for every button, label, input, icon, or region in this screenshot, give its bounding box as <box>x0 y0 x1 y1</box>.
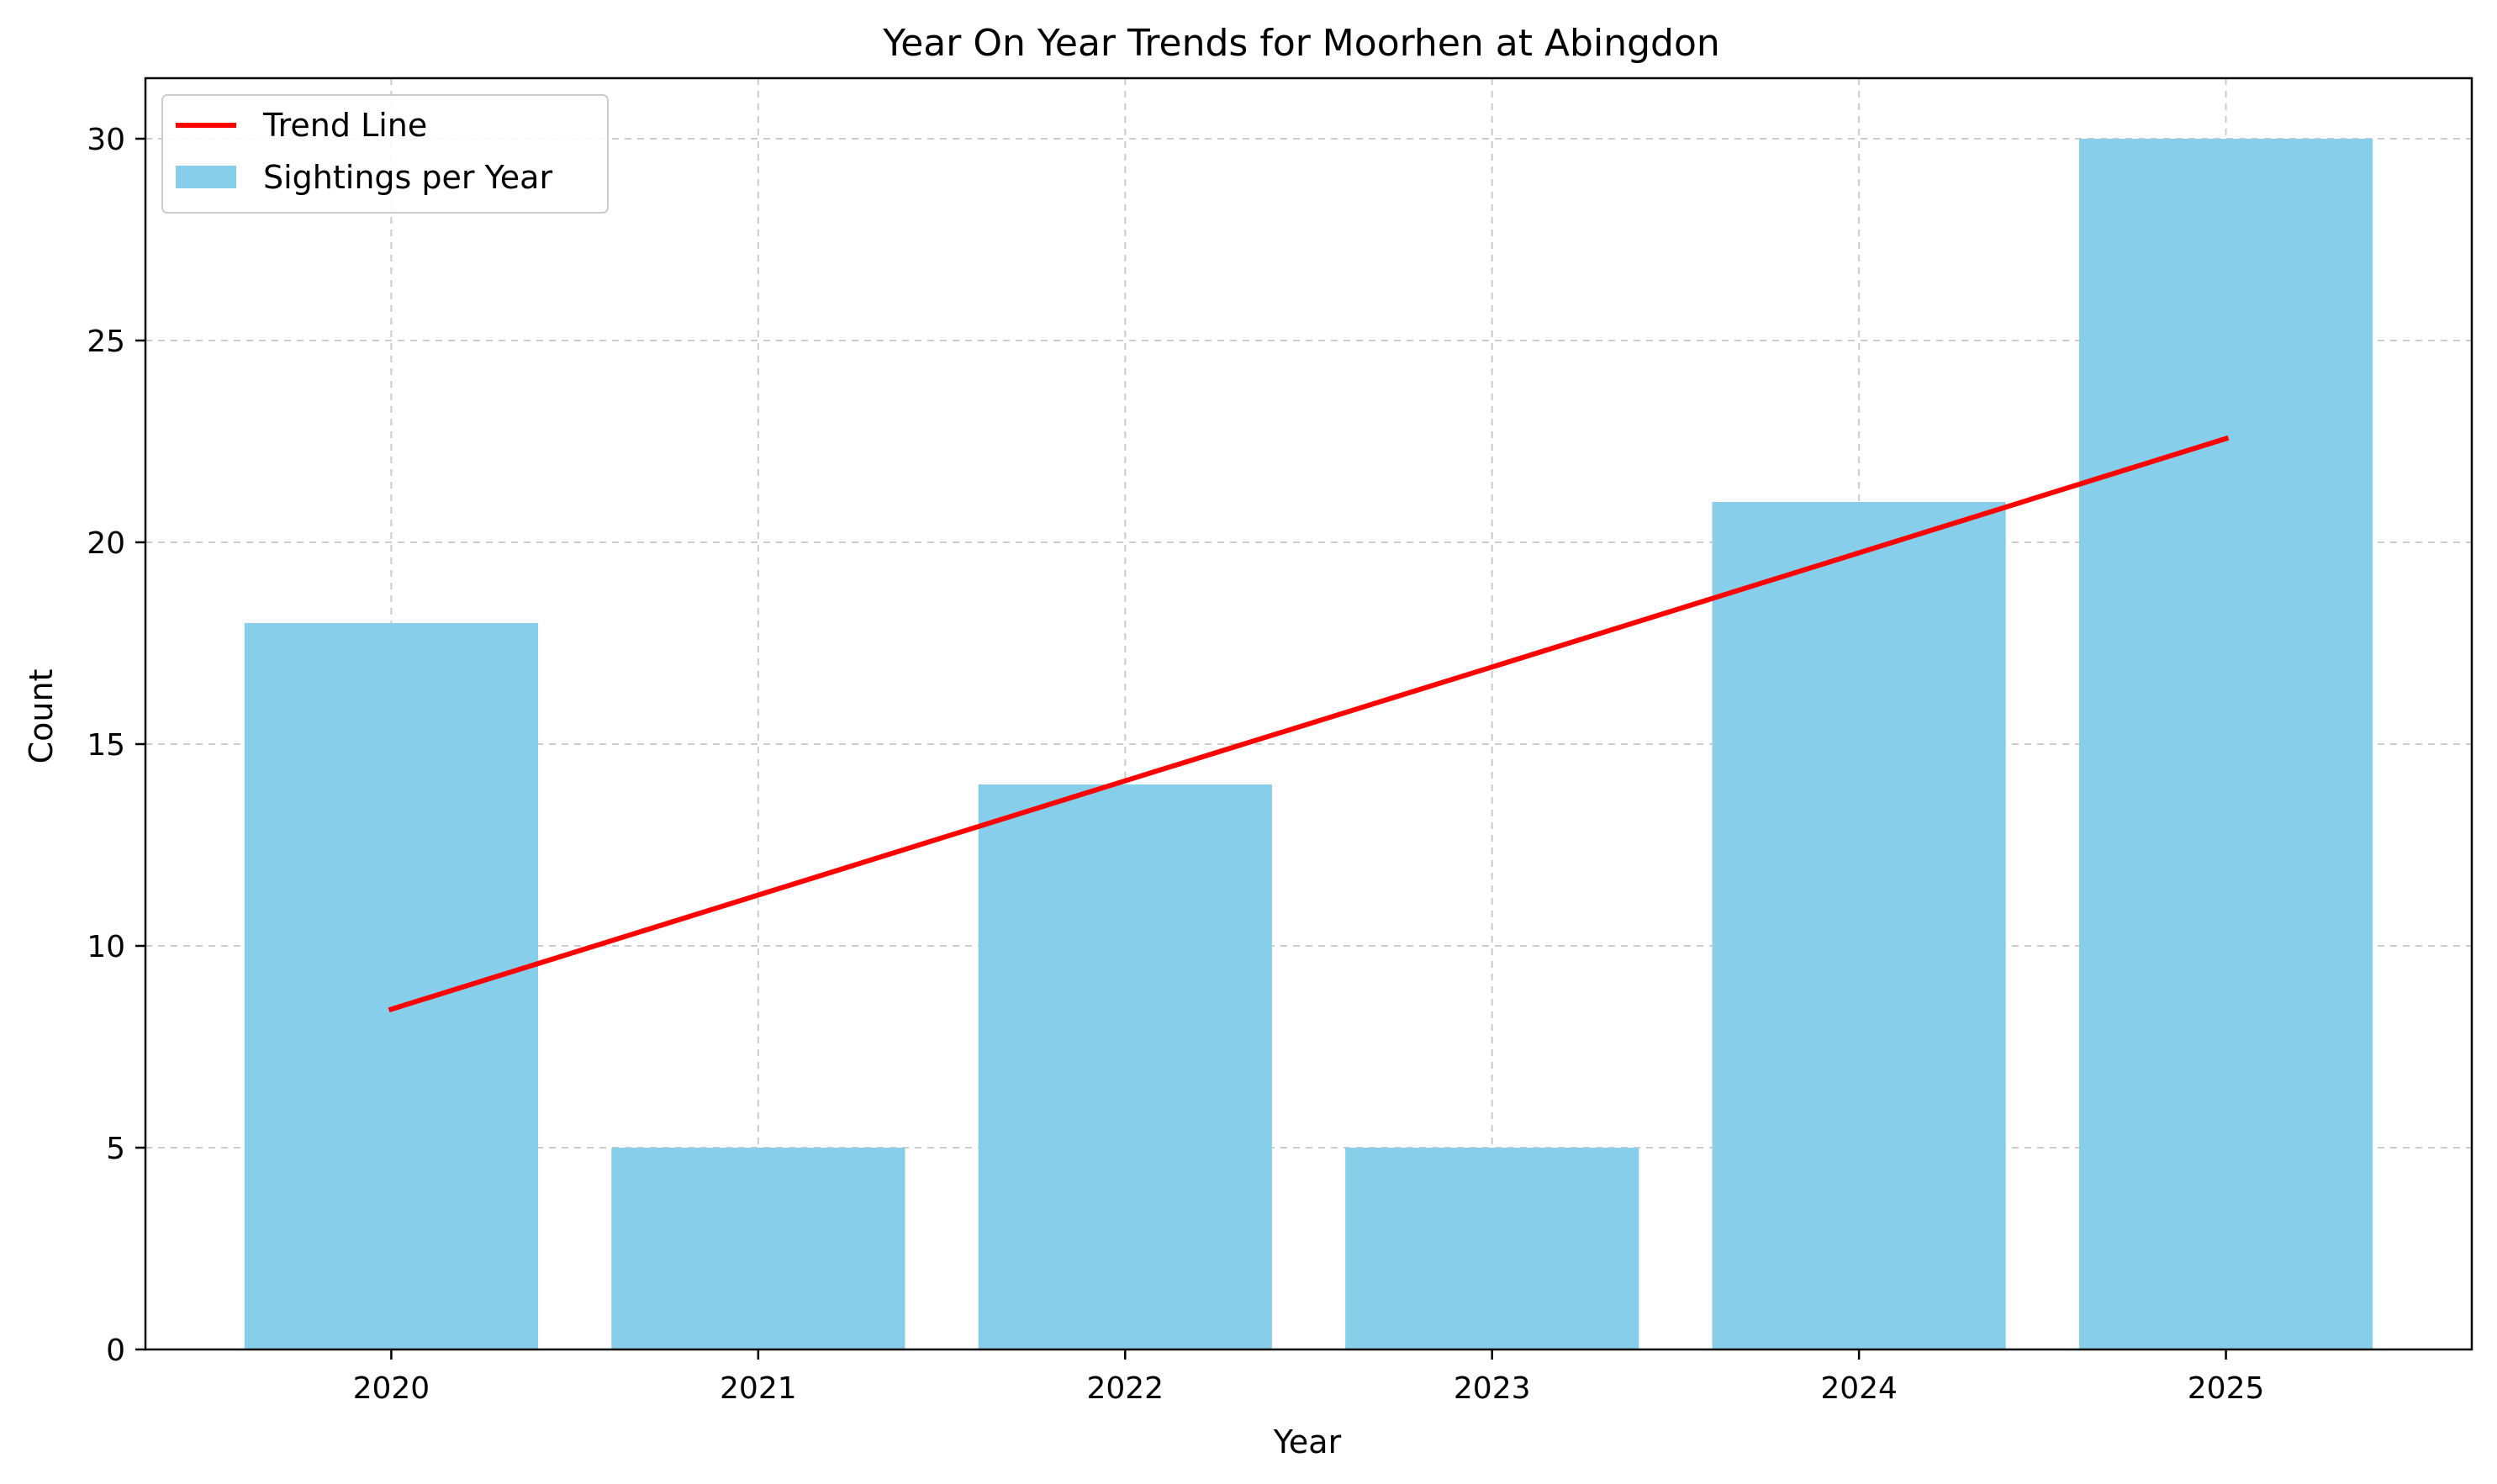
y-tick-label: 5 <box>106 1132 125 1166</box>
legend-label-sightings: Sightings per Year <box>263 159 552 196</box>
bar <box>978 784 1272 1349</box>
y-tick-label: 10 <box>87 930 125 964</box>
x-tick-label: 2024 <box>1820 1371 1898 1406</box>
y-tick-label: 20 <box>87 526 125 561</box>
x-tick-label: 2025 <box>2188 1371 2265 1406</box>
y-tick-label: 15 <box>87 728 125 763</box>
x-tick-label: 2023 <box>1454 1371 1531 1406</box>
y-tick-label: 25 <box>87 325 125 359</box>
y-tick-label: 0 <box>106 1333 125 1368</box>
x-axis-label: Year <box>1273 1423 1342 1460</box>
legend-label-trend-line: Trend Line <box>262 107 427 144</box>
trend-line <box>388 435 2230 1013</box>
y-tick-label: 30 <box>87 123 125 157</box>
bar <box>611 1148 905 1349</box>
bar <box>244 623 538 1349</box>
bar <box>1712 502 2006 1349</box>
x-tick-label: 2022 <box>1086 1371 1164 1406</box>
legend-box <box>161 94 609 214</box>
bar-series <box>244 139 2373 1349</box>
x-tick-label: 2020 <box>353 1371 430 1406</box>
y-axis-label: Count <box>23 669 60 764</box>
chart-title: Year On Year Trends for Moorhen at Abing… <box>882 22 1720 65</box>
trend-line-series <box>388 435 2230 1013</box>
legend-swatch-sightings <box>176 166 236 188</box>
legend: Trend Line Sightings per Year <box>161 94 609 214</box>
x-tick-label: 2021 <box>720 1371 797 1406</box>
bar <box>2079 139 2373 1349</box>
plot-frame <box>144 77 2473 1351</box>
bar <box>1345 1148 1639 1349</box>
